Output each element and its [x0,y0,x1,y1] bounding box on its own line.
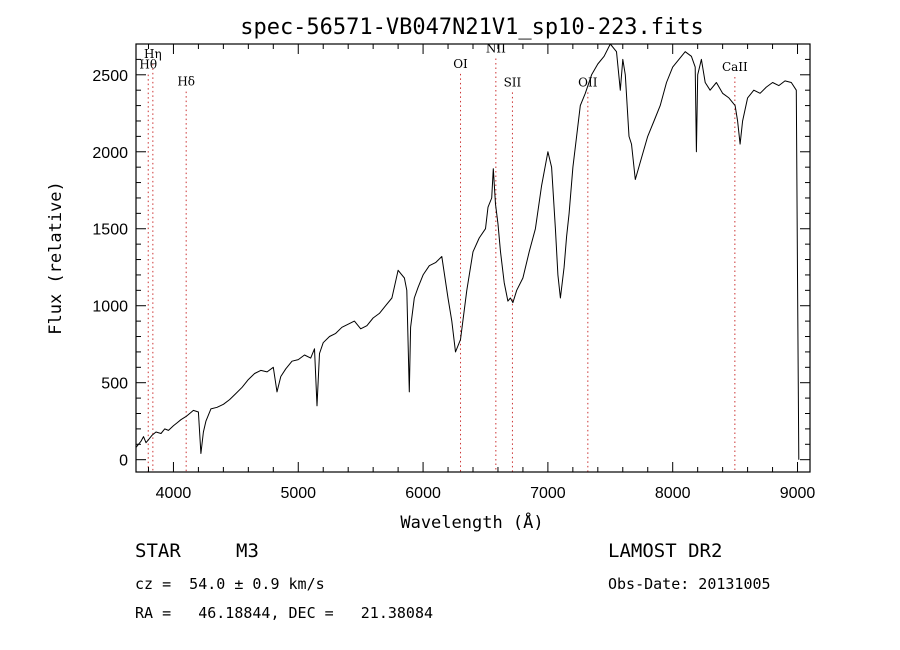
spectral-line-label: NII [486,41,506,55]
x-tick-label: 7000 [530,485,566,502]
y-tick-label: 1500 [92,222,128,239]
y-tick-label: 1000 [92,299,128,316]
spectral-line-label: OI [453,57,468,71]
x-axis: 4000 5000 6000 7000 8000 9000 [147,44,816,502]
spectral-line-label: OII [578,75,598,89]
y-axis-label: Flux (relative) [46,181,66,335]
x-tick-label: 4000 [156,485,192,502]
spectrum-line [135,43,800,460]
x-tick-label: 8000 [655,485,691,502]
x-tick-label: 5000 [280,485,316,502]
x-axis-label: Wavelength (Å) [400,511,543,533]
chart-title: spec-56571-VB047N21V1_sp10-223.fits [240,15,704,40]
x-tick-label: 6000 [405,485,441,502]
plot-frame [135,43,811,473]
observation-date: Obs-Date: 20131005 [608,575,771,593]
redshift-value: cz = 54.0 ± 0.9 km/s [135,575,325,593]
spectral-line-label: SII [504,75,522,89]
y-tick-label: 500 [101,376,128,393]
y-tick-label: 0 [119,453,128,470]
spectral-line-label: Hδ [177,75,195,89]
x-tick-label: 9000 [780,485,816,502]
spectral-line-label: Hθ [139,58,157,72]
object-subclass: M3 [236,540,259,562]
object-class: STAR [135,540,181,562]
spectral-line-label: Hη [144,47,162,61]
survey-name: LAMOST DR2 [608,540,723,562]
sky-coordinates: RA = 46.18844, DEC = 21.38084 [135,604,434,622]
y-axis: 0 500 1000 1500 2000 2500 [92,58,810,470]
y-tick-label: 2000 [92,145,128,162]
spectral-line-label: CaII [722,60,748,74]
y-tick-label: 2500 [92,68,128,85]
